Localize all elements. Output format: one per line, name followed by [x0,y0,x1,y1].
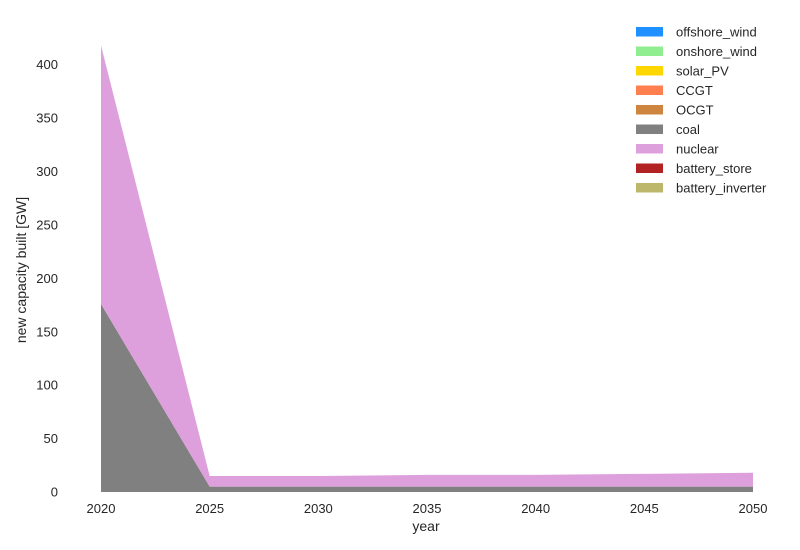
legend-label: offshore_wind [676,25,757,40]
y-tick-label: 0 [51,485,58,500]
legend-swatch [636,144,663,154]
y-tick-label: 250 [36,217,58,232]
legend-label: battery_store [676,161,752,176]
y-tick-label: 50 [44,431,58,446]
area-coal [101,303,753,492]
legend-label: coal [676,122,700,137]
x-tick-label: 2020 [87,501,116,516]
legend-swatch [636,85,663,95]
legend-label: CCGT [676,83,713,98]
legend-item-nuclear: nuclear [636,142,719,157]
legend-swatch [636,124,663,134]
legend-item-offshore-wind: offshore_wind [636,25,757,40]
y-tick-label: 350 [36,111,58,126]
x-tick-label: 2025 [195,501,224,516]
y-tick-label: 400 [36,57,58,72]
legend-label: solar_PV [676,64,729,79]
legend-label: onshore_wind [676,44,757,59]
legend-swatch [636,105,663,115]
x-tick-label: 2045 [630,501,659,516]
legend-swatch [636,46,663,56]
legend-item-solar-pv: solar_PV [636,64,729,79]
legend-label: OCGT [676,103,714,118]
legend-item-ccgt: CCGT [636,83,713,98]
legend-item-ocgt: OCGT [636,103,714,118]
legend-swatch [636,66,663,76]
legend-item-battery-store: battery_store [636,161,752,176]
x-tick-label: 2040 [521,501,550,516]
y-tick-label: 200 [36,271,58,286]
y-tick-label: 100 [36,378,58,393]
x-tick-label: 2050 [739,501,768,516]
y-tick-label: 300 [36,164,58,179]
x-tick-label: 2035 [413,501,442,516]
legend-item-onshore-wind: onshore_wind [636,44,757,59]
x-axis-label: year [412,518,440,534]
legend-swatch [636,163,663,173]
y-tick-label: 150 [36,324,58,339]
legend: offshore_wind onshore_wind solar_PV CCGT OCG… [636,25,767,196]
legend-swatch [636,183,663,193]
y-axis-label: new capacity built [GW] [13,197,29,343]
y-axis-ticks: 0 50 100 150 200 250 300 350 400 [36,57,58,499]
x-axis-ticks: 2020 2025 2030 2035 2040 2045 2050 [87,501,768,516]
legend-label: battery_inverter [676,181,767,196]
plot-area [101,45,753,492]
legend-item-coal: coal [636,122,700,137]
legend-swatch [636,27,663,37]
x-tick-label: 2030 [304,501,333,516]
legend-item-battery-inverter: battery_inverter [636,181,767,196]
legend-label: nuclear [676,142,719,157]
